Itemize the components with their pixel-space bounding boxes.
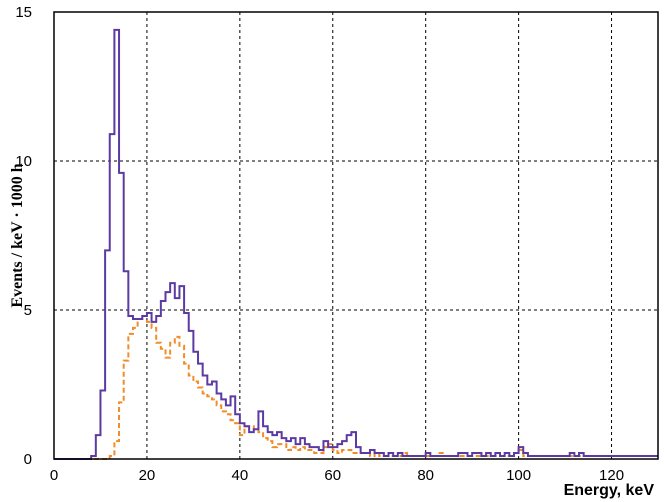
- plot-frame: [53, 11, 659, 460]
- series-dashed-line: [54, 314, 658, 460]
- y-tick-label: 5: [24, 302, 32, 319]
- x-tick-label: 40: [232, 467, 249, 484]
- series-group: [54, 28, 658, 460]
- series-solid-line: [54, 28, 658, 460]
- x-axis-label: Energy, keV: [564, 482, 655, 499]
- grid-lines: [54, 12, 658, 459]
- x-tick-label: 80: [417, 467, 434, 484]
- y-tick-label: 0: [24, 451, 32, 468]
- y-tick-label: 15: [15, 4, 32, 21]
- y-tick-label: 10: [15, 153, 32, 170]
- x-tick-label: 100: [506, 467, 531, 484]
- x-tick-label: 120: [599, 467, 624, 484]
- x-tick-label: 20: [139, 467, 156, 484]
- y-axis-label: Events / keV · 1000 h: [9, 163, 26, 307]
- tick-labels: 0 20 40 60 80 100 120 0 5 10 15: [15, 4, 624, 484]
- x-tick-label: 0: [50, 467, 58, 484]
- x-tick-label: 60: [324, 467, 341, 484]
